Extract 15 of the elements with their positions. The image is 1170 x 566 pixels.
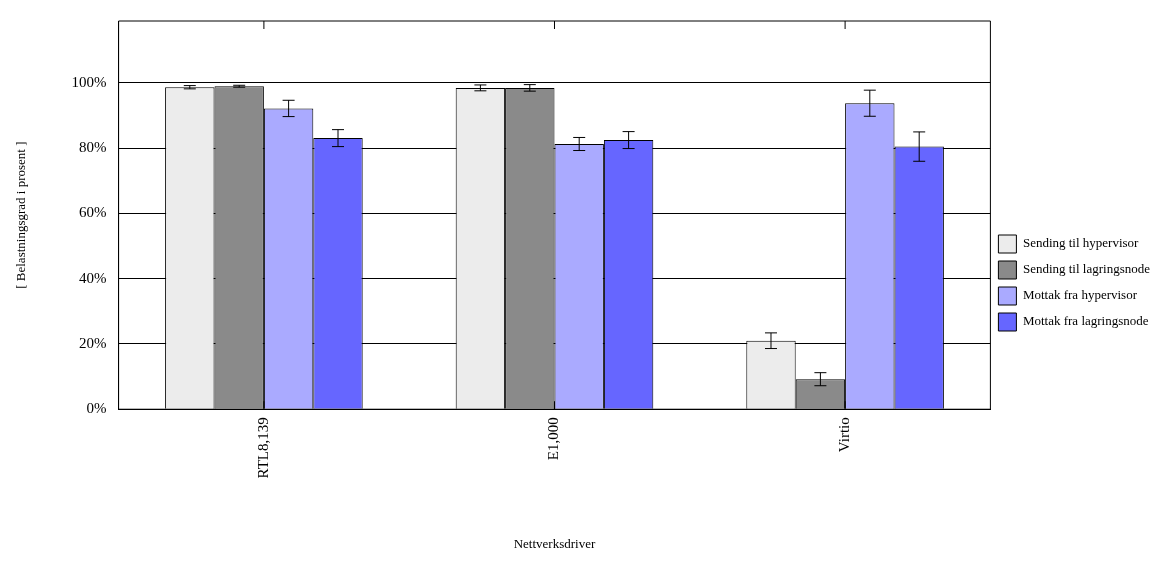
y-tick-label: 100% [71,73,107,90]
legend-label: Sending til lagringsnode [1022,261,1151,277]
y-axis-title: [ Belastningsgrad i prosent ] [13,141,29,289]
y-tick-label: 60% [79,204,107,221]
x-axis-title: Nettverksdriver [513,535,596,551]
y-tick-label: 20% [79,334,107,351]
legend-label: Mottak fra lagringsnode [1022,313,1149,329]
y-tick-label: 0% [86,400,107,417]
legend-label: Mottak fra hypervisor [1022,287,1138,303]
y-tick-label: 80% [79,139,107,156]
x-tick-label: E1,000 [545,417,562,461]
x-tick-label: RTL8,139 [254,417,271,479]
legend-label: Sending til hypervisor [1022,235,1140,251]
y-tick-label: 40% [79,269,107,286]
x-tick-label: Virtio [836,417,853,453]
